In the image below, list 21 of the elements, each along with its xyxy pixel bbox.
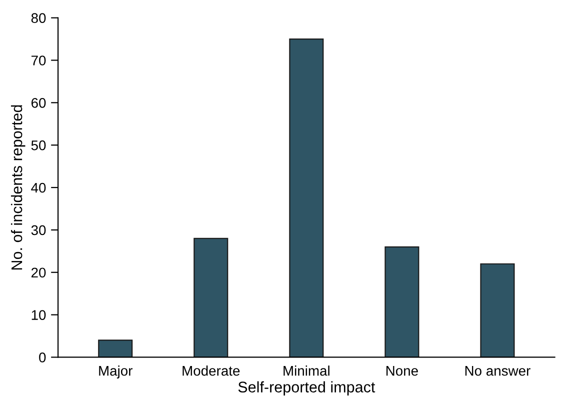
x-tick-label: Minimal <box>284 366 330 376</box>
x-axis-title: Self-reported impact <box>238 381 376 396</box>
y-tick-label: 70 <box>31 56 46 66</box>
x-tick-label: No answer <box>465 366 530 376</box>
y-axis-title: No. of incidents reported <box>10 105 26 270</box>
bar <box>289 38 324 358</box>
x-tick-label: None <box>386 366 418 376</box>
y-tick-label: 40 <box>31 182 46 193</box>
x-tick-label: Major <box>99 366 132 378</box>
y-tick-label: 30 <box>31 225 46 236</box>
bar <box>480 263 515 358</box>
y-tick-label: 60 <box>31 98 46 108</box>
y-tick-label: 80 <box>31 13 46 23</box>
x-tick-label: Moderate <box>182 366 240 376</box>
bar <box>98 340 133 358</box>
y-tick-label: 50 <box>31 140 46 150</box>
bar <box>194 238 228 358</box>
bar <box>384 246 420 358</box>
y-tick-label: 0 <box>39 352 46 362</box>
y-tick-label: 20 <box>31 268 46 278</box>
y-tick-label: 10 <box>32 310 46 320</box>
